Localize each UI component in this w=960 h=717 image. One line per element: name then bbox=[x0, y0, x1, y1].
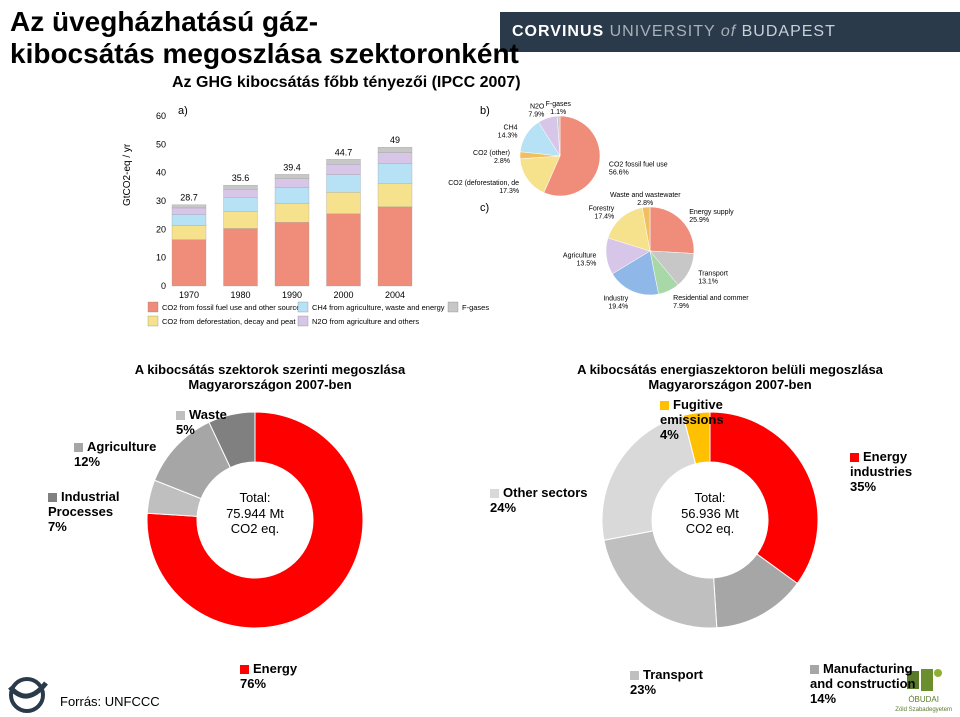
svg-text:20: 20 bbox=[156, 224, 166, 234]
svg-text:1990: 1990 bbox=[282, 290, 302, 300]
svg-text:F-gases: F-gases bbox=[546, 101, 572, 108]
brand-band: CORVINUS UNIVERSITY of BUDAPEST bbox=[500, 12, 960, 52]
donut1-center: Total:75.944 MtCO2 eq. bbox=[215, 490, 295, 537]
svg-text:2.8%: 2.8% bbox=[637, 200, 653, 207]
svg-text:13.1%: 13.1% bbox=[698, 278, 718, 285]
svg-text:2004: 2004 bbox=[385, 290, 405, 300]
svg-text:40: 40 bbox=[156, 168, 166, 178]
svg-text:c): c) bbox=[480, 202, 489, 214]
svg-text:17.4%: 17.4% bbox=[594, 213, 614, 220]
svg-text:28.7: 28.7 bbox=[180, 193, 198, 203]
svg-text:b): b) bbox=[480, 105, 490, 117]
svg-text:10: 10 bbox=[156, 253, 166, 263]
svg-text:1970: 1970 bbox=[179, 290, 199, 300]
ipcc-figure: GtCO2-eq / yr 0 10 20 30 40 50 60 a) 28.7 1970 35.6… bbox=[120, 96, 800, 346]
donut2-center: Total:56.936 MtCO2 eq. bbox=[670, 490, 750, 537]
svg-text:Forestry: Forestry bbox=[589, 205, 615, 212]
svg-text:F-gases: F-gases bbox=[462, 303, 489, 312]
svg-text:35.6: 35.6 bbox=[232, 173, 250, 183]
svg-text:CO2 (deforestation, de: CO2 (deforestation, de bbox=[448, 180, 519, 187]
svg-text:50: 50 bbox=[156, 139, 166, 149]
svg-text:1.1%: 1.1% bbox=[550, 109, 566, 116]
svg-text:a): a) bbox=[178, 105, 188, 117]
svg-text:30: 30 bbox=[156, 196, 166, 206]
svg-text:60: 60 bbox=[156, 111, 166, 121]
svg-text:49: 49 bbox=[390, 135, 400, 145]
svg-text:1980: 1980 bbox=[230, 290, 250, 300]
svg-text:14.3%: 14.3% bbox=[498, 133, 518, 140]
page-title: Az üvegházhatású gáz-kibocsátás megoszlá… bbox=[10, 6, 519, 70]
svg-text:CO2 from fossil fuel use and o: CO2 from fossil fuel use and other sourc… bbox=[162, 303, 304, 312]
svg-text:GtCO2-eq / yr: GtCO2-eq / yr bbox=[122, 143, 133, 206]
left-logo-icon bbox=[4, 677, 50, 713]
svg-text:19.4%: 19.4% bbox=[608, 303, 628, 310]
svg-text:N2O from agriculture and other: N2O from agriculture and others bbox=[312, 317, 419, 326]
svg-text:CO2 fossil fuel use: CO2 fossil fuel use bbox=[609, 161, 668, 168]
svg-text:CH4 from agriculture, waste an: CH4 from agriculture, waste and energy bbox=[312, 303, 445, 312]
svg-text:Agriculture: Agriculture bbox=[563, 253, 597, 260]
donut1-title: A kibocsátás szektorok szerinti megoszlá… bbox=[100, 362, 440, 392]
svg-text:CH4: CH4 bbox=[504, 125, 518, 132]
svg-text:Residential and commer: Residential and commer bbox=[673, 295, 749, 302]
svg-text:Transport: Transport bbox=[698, 270, 728, 277]
brand-text: CORVINUS UNIVERSITY of BUDAPEST bbox=[512, 23, 836, 41]
svg-text:56.6%: 56.6% bbox=[609, 169, 629, 176]
source-label: Forrás: UNFCCC bbox=[60, 694, 160, 709]
svg-text:7.9%: 7.9% bbox=[673, 303, 689, 310]
page-subtitle: Az GHG kibocsátás főbb tényezői (IPCC 20… bbox=[172, 74, 521, 92]
svg-text:CO2 (other): CO2 (other) bbox=[473, 150, 510, 157]
svg-text:Waste and wastewater: Waste and wastewater bbox=[610, 192, 681, 199]
svg-text:39.4: 39.4 bbox=[283, 162, 301, 172]
svg-text:13.5%: 13.5% bbox=[577, 261, 597, 268]
svg-text:17.3%: 17.3% bbox=[499, 188, 519, 195]
svg-text:44.7: 44.7 bbox=[335, 147, 353, 157]
svg-text:Industry: Industry bbox=[603, 295, 628, 302]
svg-text:0: 0 bbox=[161, 281, 166, 291]
svg-text:2000: 2000 bbox=[333, 290, 353, 300]
svg-text:Energy supply: Energy supply bbox=[689, 209, 734, 216]
svg-text:N2O: N2O bbox=[530, 103, 545, 110]
svg-text:7.9%: 7.9% bbox=[528, 111, 544, 118]
svg-text:25.9%: 25.9% bbox=[689, 217, 709, 224]
svg-text:2.8%: 2.8% bbox=[494, 158, 510, 165]
svg-text:CO2 from deforestation, decay: CO2 from deforestation, decay and peat bbox=[162, 317, 296, 326]
donut2-title: A kibocsátás energiaszektoron belüli meg… bbox=[560, 362, 900, 392]
